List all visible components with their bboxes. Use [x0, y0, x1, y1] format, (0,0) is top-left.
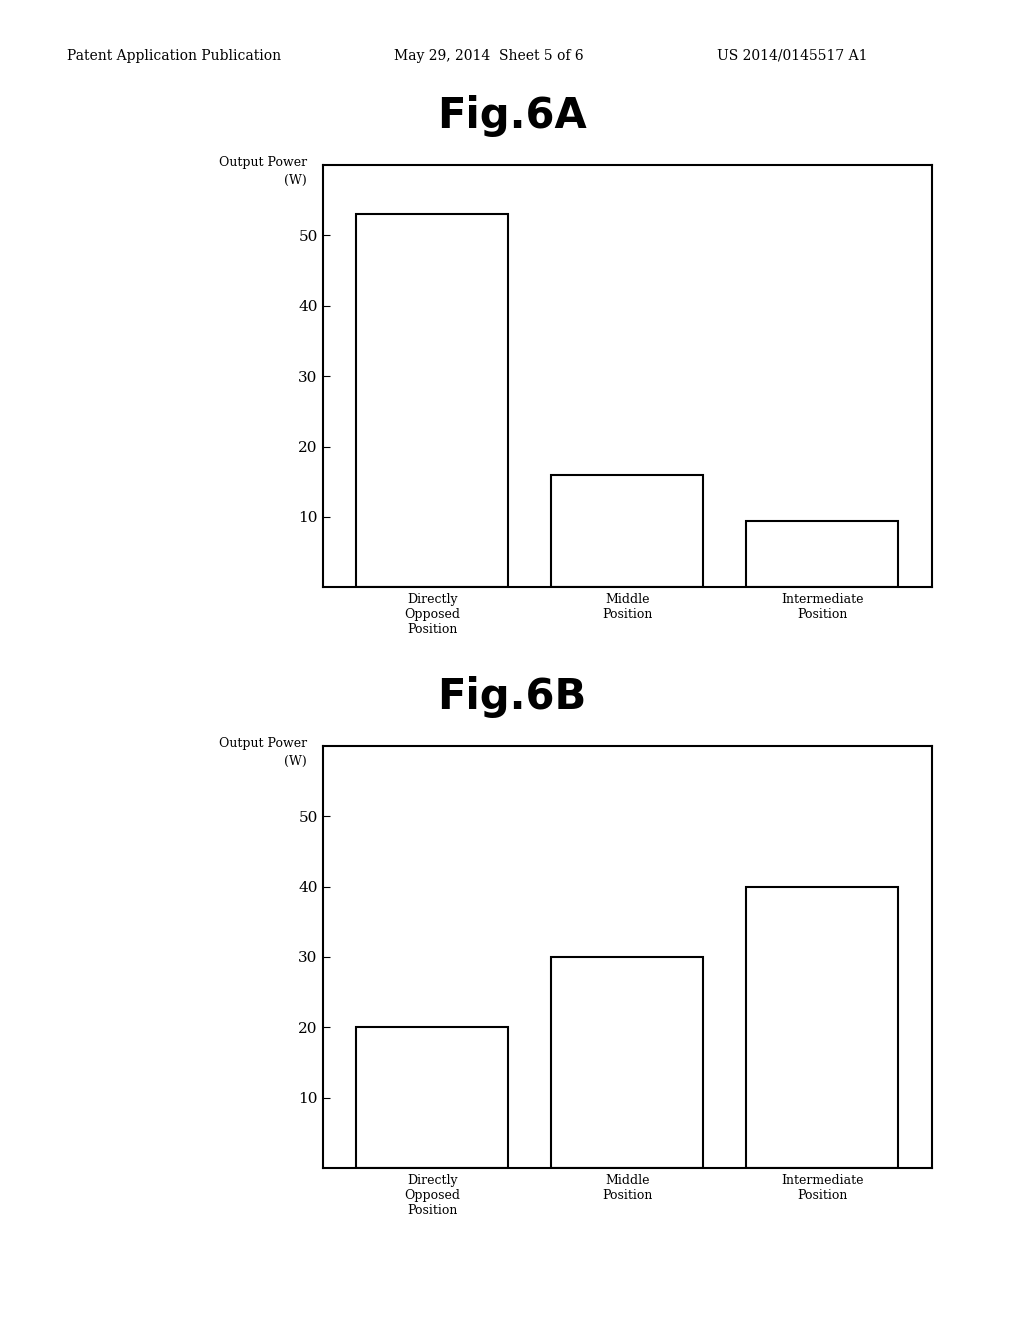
Text: May 29, 2014  Sheet 5 of 6: May 29, 2014 Sheet 5 of 6 — [394, 49, 584, 63]
Text: Output Power: Output Power — [219, 737, 307, 750]
Bar — [746, 520, 898, 587]
Text: Patent Application Publication: Patent Application Publication — [67, 49, 281, 63]
Bar — [551, 957, 703, 1168]
Bar — [746, 887, 898, 1168]
Text: US 2014/0145517 A1: US 2014/0145517 A1 — [717, 49, 867, 63]
Bar — [356, 214, 508, 587]
Bar — [551, 475, 703, 587]
Text: Output Power: Output Power — [219, 156, 307, 169]
Text: (W): (W) — [285, 755, 307, 768]
Text: Fig.6B: Fig.6B — [437, 676, 587, 718]
Text: (W): (W) — [285, 174, 307, 187]
Bar — [356, 1027, 508, 1168]
Text: Fig.6A: Fig.6A — [437, 95, 587, 137]
